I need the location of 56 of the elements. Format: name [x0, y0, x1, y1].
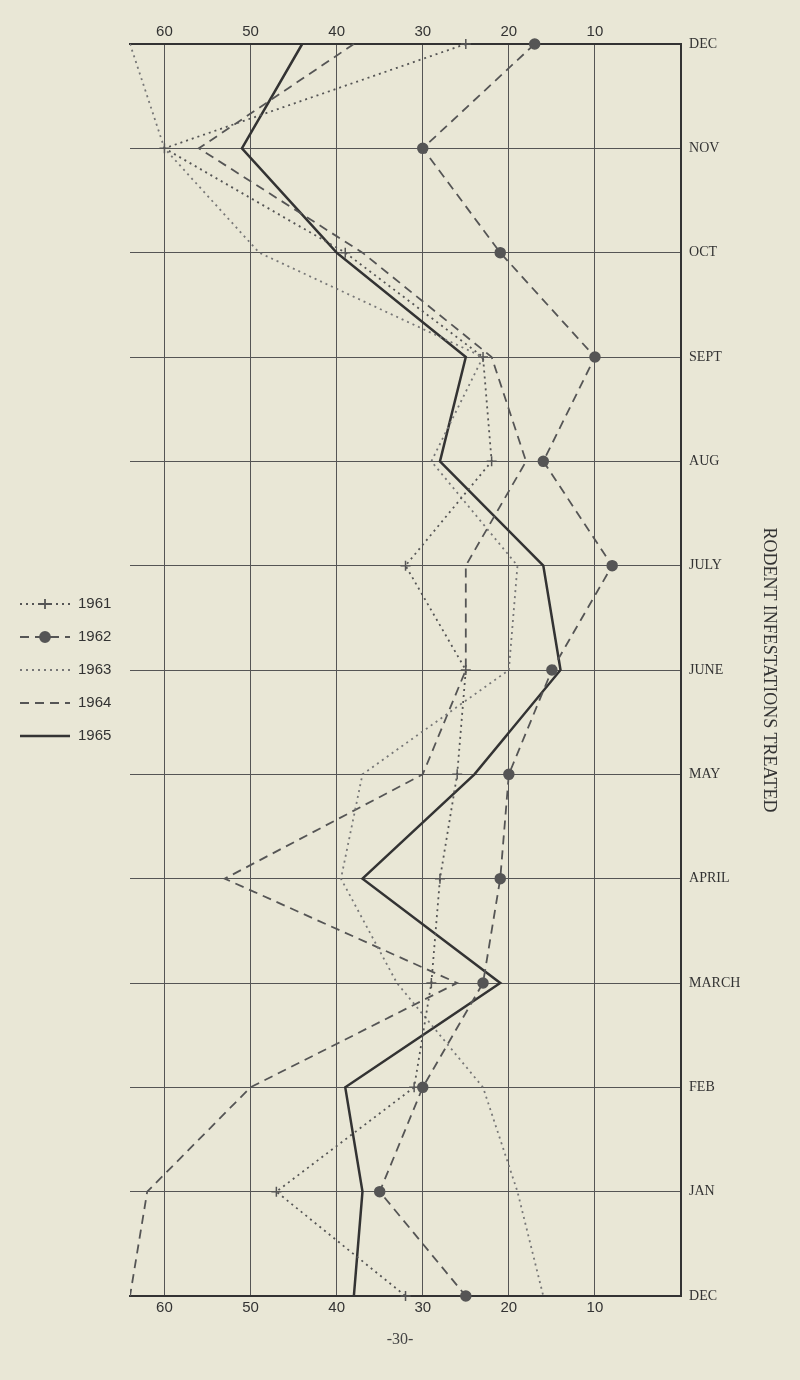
y-tick-label: JUNE	[689, 661, 724, 677]
point	[339, 246, 352, 259]
point	[425, 977, 438, 989]
point	[494, 872, 506, 885]
point	[460, 1290, 472, 1302]
point	[417, 1081, 429, 1094]
point	[494, 246, 506, 259]
point	[460, 38, 472, 50]
x-tick-label: 50	[242, 1298, 259, 1316]
legend-label: 1962	[78, 627, 112, 645]
point	[373, 1185, 386, 1198]
x2-tick-label: 60	[156, 22, 173, 40]
y-tick-label: MARCH	[689, 974, 741, 990]
y-tick-label: MAY	[689, 766, 721, 782]
y-tick-label: DEC	[689, 1287, 718, 1303]
point	[399, 559, 412, 572]
point	[477, 977, 489, 989]
point	[537, 455, 550, 468]
point	[528, 38, 541, 50]
y-tick-label: SEPT	[689, 348, 723, 364]
x-tick-label: 30	[414, 1298, 432, 1316]
legend-label: 1963	[78, 660, 112, 678]
point	[399, 1290, 412, 1302]
legend-label: 1964	[78, 693, 112, 711]
point	[589, 351, 601, 363]
y-tick-label: APRIL	[689, 870, 730, 886]
y-tick-label: NOV	[689, 140, 720, 156]
text: RODENT INFESTATIONS TREATED	[760, 527, 781, 813]
y-tick-label: AUG	[689, 453, 720, 469]
text: -30-	[385, 1330, 415, 1348]
point	[485, 455, 498, 468]
x2-tick-label: 10	[586, 22, 604, 40]
x-tick-label: 20	[500, 1298, 518, 1316]
y-tick-label: OCT	[689, 244, 718, 260]
x-tick-label: 60	[156, 1298, 173, 1316]
legend-label: 1961	[78, 594, 112, 612]
y-tick-label: FEB	[689, 1079, 715, 1095]
point	[158, 142, 171, 155]
point	[451, 768, 463, 781]
x-tick-label: 40	[328, 1298, 345, 1316]
point	[546, 664, 558, 676]
y-tick-label: DEC	[689, 35, 718, 51]
point	[606, 559, 618, 572]
point	[417, 142, 429, 155]
point	[434, 872, 446, 885]
x2-tick-label: 20	[500, 22, 518, 40]
x-tick-label: 10	[586, 1298, 604, 1316]
x2-tick-label: 40	[328, 22, 345, 40]
point	[477, 351, 489, 363]
legend-label: 1965	[78, 726, 112, 744]
point	[270, 1185, 283, 1198]
y-tick-label: JAN	[689, 1183, 715, 1199]
y-tick-label: JULY	[689, 557, 722, 573]
x2-tick-label: 30	[414, 22, 432, 40]
x2-tick-label: 50	[242, 22, 259, 40]
point	[503, 768, 515, 781]
